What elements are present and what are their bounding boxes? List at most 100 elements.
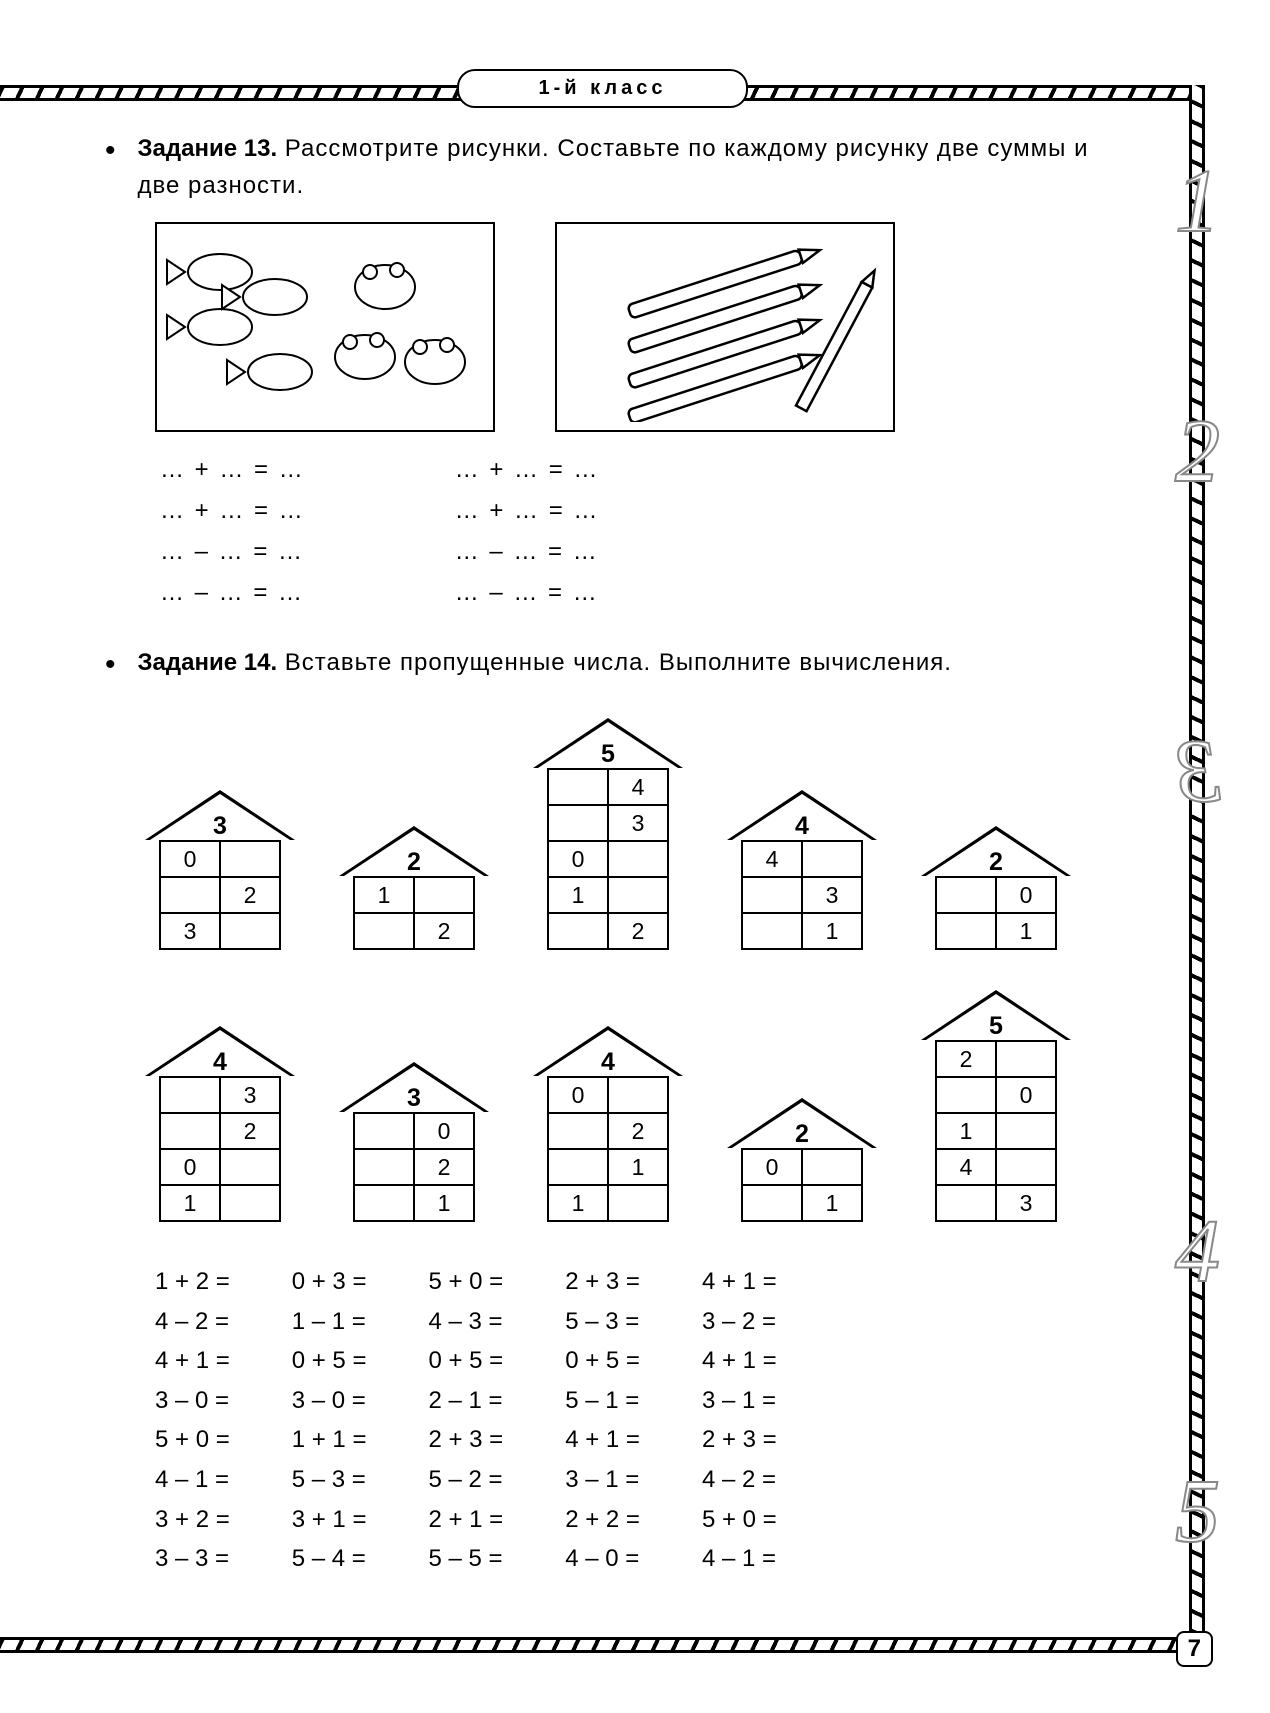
house-cell[interactable] bbox=[996, 1149, 1056, 1185]
arith-expression[interactable]: 2 – 1 = bbox=[428, 1381, 503, 1421]
house-cell[interactable]: 0 bbox=[160, 841, 220, 877]
arith-expression[interactable]: 5 + 0 = bbox=[155, 1420, 230, 1460]
blank-line[interactable]: … – … = … bbox=[455, 573, 600, 614]
house-cell[interactable]: 1 bbox=[608, 1149, 668, 1185]
arith-expression[interactable]: 4 – 2 = bbox=[155, 1302, 230, 1342]
house-cell[interactable] bbox=[936, 913, 996, 949]
house-cell[interactable]: 2 bbox=[220, 1113, 280, 1149]
arith-expression[interactable]: 4 + 1 = bbox=[702, 1262, 777, 1302]
blank-line[interactable]: … – … = … bbox=[455, 532, 600, 573]
house-cell[interactable]: 0 bbox=[742, 1149, 802, 1185]
arith-expression[interactable]: 3 – 2 = bbox=[702, 1302, 777, 1342]
house-cell[interactable]: 3 bbox=[802, 877, 862, 913]
arith-expression[interactable]: 4 – 3 = bbox=[428, 1302, 503, 1342]
arith-expression[interactable]: 4 – 0 = bbox=[565, 1539, 640, 1579]
arith-expression[interactable]: 3 – 1 = bbox=[702, 1381, 777, 1421]
arith-expression[interactable]: 0 + 5 = bbox=[292, 1341, 367, 1381]
house-cell[interactable]: 4 bbox=[608, 769, 668, 805]
house-cell[interactable] bbox=[996, 1041, 1056, 1077]
arith-expression[interactable]: 5 – 3 = bbox=[292, 1460, 367, 1500]
house-cell[interactable] bbox=[160, 1113, 220, 1149]
house-cell[interactable] bbox=[548, 913, 608, 949]
house-cell[interactable]: 2 bbox=[414, 1149, 474, 1185]
arith-expression[interactable]: 0 + 5 = bbox=[428, 1341, 503, 1381]
house-cell[interactable] bbox=[802, 841, 862, 877]
arith-expression[interactable]: 3 – 1 = bbox=[565, 1460, 640, 1500]
house-cell[interactable]: 1 bbox=[548, 877, 608, 913]
house-cell[interactable] bbox=[160, 877, 220, 913]
arith-expression[interactable]: 5 – 2 = bbox=[428, 1460, 503, 1500]
house-cell[interactable]: 1 bbox=[802, 913, 862, 949]
house-cell[interactable]: 0 bbox=[414, 1113, 474, 1149]
house-cell[interactable]: 0 bbox=[996, 877, 1056, 913]
house-cell[interactable] bbox=[548, 805, 608, 841]
house-cell[interactable]: 2 bbox=[220, 877, 280, 913]
house-cell[interactable] bbox=[354, 1185, 414, 1221]
arith-expression[interactable]: 4 + 1 = bbox=[565, 1420, 640, 1460]
house-cell[interactable] bbox=[220, 841, 280, 877]
arith-expression[interactable]: 1 + 2 = bbox=[155, 1262, 230, 1302]
house-cell[interactable] bbox=[936, 1077, 996, 1113]
blank-line[interactable]: … – … = … bbox=[160, 532, 305, 573]
house-cell[interactable]: 1 bbox=[996, 913, 1056, 949]
house-cell[interactable]: 3 bbox=[608, 805, 668, 841]
house-cell[interactable]: 2 bbox=[936, 1041, 996, 1077]
house-cell[interactable]: 1 bbox=[414, 1185, 474, 1221]
house-cell[interactable]: 0 bbox=[996, 1077, 1056, 1113]
house-cell[interactable]: 3 bbox=[220, 1077, 280, 1113]
arith-expression[interactable]: 4 – 1 = bbox=[702, 1539, 777, 1579]
house-cell[interactable] bbox=[608, 1185, 668, 1221]
arith-expression[interactable]: 2 + 1 = bbox=[428, 1500, 503, 1540]
blank-line[interactable]: … – … = … bbox=[160, 573, 305, 614]
house-cell[interactable] bbox=[742, 913, 802, 949]
house-cell[interactable] bbox=[160, 1077, 220, 1113]
house-cell[interactable] bbox=[936, 1185, 996, 1221]
house-cell[interactable] bbox=[548, 1113, 608, 1149]
house-cell[interactable]: 2 bbox=[608, 1113, 668, 1149]
house-cell[interactable] bbox=[608, 877, 668, 913]
arith-expression[interactable]: 4 + 1 = bbox=[155, 1341, 230, 1381]
arith-expression[interactable]: 4 + 1 = bbox=[702, 1341, 777, 1381]
arith-expression[interactable]: 3 + 2 = bbox=[155, 1500, 230, 1540]
house-cell[interactable] bbox=[608, 1077, 668, 1113]
house-cell[interactable] bbox=[354, 1113, 414, 1149]
arith-expression[interactable]: 5 + 0 = bbox=[428, 1262, 503, 1302]
arith-expression[interactable]: 2 + 2 = bbox=[565, 1500, 640, 1540]
arith-expression[interactable]: 1 + 1 = bbox=[292, 1420, 367, 1460]
house-cell[interactable] bbox=[742, 877, 802, 913]
house-cell[interactable]: 3 bbox=[996, 1185, 1056, 1221]
arith-expression[interactable]: 5 – 5 = bbox=[428, 1539, 503, 1579]
house-cell[interactable] bbox=[802, 1149, 862, 1185]
blank-line[interactable]: … + … = … bbox=[160, 491, 305, 532]
arith-expression[interactable]: 5 – 1 = bbox=[565, 1381, 640, 1421]
arith-expression[interactable]: 4 – 2 = bbox=[702, 1460, 777, 1500]
blank-line[interactable]: … + … = … bbox=[455, 450, 600, 491]
house-cell[interactable]: 1 bbox=[548, 1185, 608, 1221]
house-cell[interactable]: 4 bbox=[742, 841, 802, 877]
house-cell[interactable]: 1 bbox=[354, 877, 414, 913]
arith-expression[interactable]: 1 – 1 = bbox=[292, 1302, 367, 1342]
arith-expression[interactable]: 5 – 3 = bbox=[565, 1302, 640, 1342]
house-cell[interactable] bbox=[220, 1149, 280, 1185]
house-cell[interactable]: 2 bbox=[414, 913, 474, 949]
arith-expression[interactable]: 2 + 3 = bbox=[702, 1420, 777, 1460]
house-cell[interactable] bbox=[354, 1149, 414, 1185]
house-cell[interactable] bbox=[742, 1185, 802, 1221]
house-cell[interactable]: 1 bbox=[160, 1185, 220, 1221]
house-cell[interactable] bbox=[354, 913, 414, 949]
house-cell[interactable]: 1 bbox=[802, 1185, 862, 1221]
house-cell[interactable]: 2 bbox=[608, 913, 668, 949]
arith-expression[interactable]: 3 – 0 = bbox=[292, 1381, 367, 1421]
house-cell[interactable]: 1 bbox=[936, 1113, 996, 1149]
arith-expression[interactable]: 3 – 3 = bbox=[155, 1539, 230, 1579]
arith-expression[interactable]: 3 + 1 = bbox=[292, 1500, 367, 1540]
blank-line[interactable]: … + … = … bbox=[160, 450, 305, 491]
house-cell[interactable] bbox=[996, 1113, 1056, 1149]
house-cell[interactable] bbox=[548, 1149, 608, 1185]
arith-expression[interactable]: 2 + 3 = bbox=[428, 1420, 503, 1460]
arith-expression[interactable]: 2 + 3 = bbox=[565, 1262, 640, 1302]
house-cell[interactable]: 0 bbox=[548, 1077, 608, 1113]
arith-expression[interactable]: 5 – 4 = bbox=[292, 1539, 367, 1579]
blank-line[interactable]: … + … = … bbox=[455, 491, 600, 532]
arith-expression[interactable]: 4 – 1 = bbox=[155, 1460, 230, 1500]
